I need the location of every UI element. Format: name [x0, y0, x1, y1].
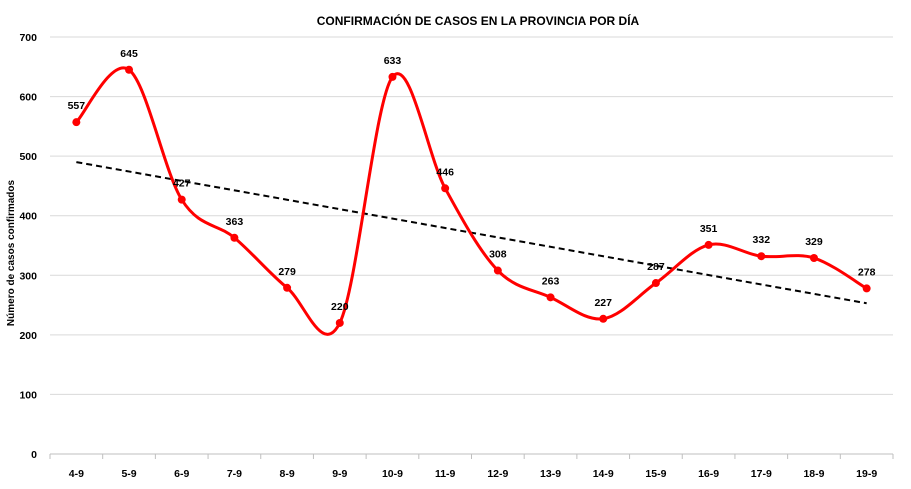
x-tick-label: 6-9 — [174, 468, 189, 480]
data-point — [283, 283, 292, 292]
y-tick-label: 300 — [19, 270, 37, 282]
x-tick-label: 5-9 — [121, 468, 136, 480]
data-point — [862, 284, 871, 293]
data-label: 427 — [173, 178, 191, 190]
x-tick-label: 11-9 — [435, 468, 456, 480]
x-tick-label: 13-9 — [540, 468, 561, 480]
x-tick-label: 19-9 — [856, 468, 877, 480]
data-point — [704, 240, 713, 249]
data-point — [335, 318, 344, 327]
data-label: 633 — [384, 55, 402, 67]
data-label: 557 — [68, 100, 86, 112]
data-point — [441, 184, 450, 193]
x-tick-label: 17-9 — [751, 468, 772, 480]
data-point — [125, 65, 134, 74]
x-tick-label: 9-9 — [332, 468, 347, 480]
gridlines — [49, 36, 894, 459]
data-point — [230, 233, 239, 242]
y-tick-label: 100 — [19, 389, 37, 401]
x-tick-label: 12-9 — [487, 468, 508, 480]
x-axis-ticks: 4-9 5-9 6-9 7-9 8-9 9-9 10-9 11-9 12-9 13-9 14-9 15… — [69, 468, 878, 480]
data-label: 279 — [278, 266, 296, 278]
data-label: 446 — [436, 166, 454, 178]
y-axis-ticks: 0 100 200 300 400 500 600 700 — [19, 32, 37, 461]
x-tick-label: 7-9 — [227, 468, 242, 480]
y-tick-label: 0 — [31, 449, 37, 461]
y-tick-label: 700 — [19, 32, 37, 44]
x-tick-label: 10-9 — [382, 468, 403, 480]
data-point — [546, 293, 555, 302]
x-tick-label: 8-9 — [280, 468, 295, 480]
data-point — [599, 314, 608, 323]
chart-title: CONFIRMACIÓN DE CASOS EN LA PROVINCIA PO… — [317, 13, 640, 28]
data-point — [388, 72, 397, 81]
x-tick-label: 14-9 — [593, 468, 614, 480]
y-tick-label: 400 — [19, 211, 37, 223]
data-label: 220 — [331, 301, 349, 313]
x-tick-label: 18-9 — [803, 468, 824, 480]
data-label: 363 — [226, 216, 244, 228]
data-label: 287 — [647, 261, 665, 273]
data-point — [177, 195, 186, 204]
y-axis-label: Número de casos confirmados — [6, 179, 17, 326]
y-tick-label: 500 — [19, 151, 37, 163]
data-label: 263 — [542, 275, 560, 287]
data-point — [72, 118, 81, 127]
data-point — [493, 266, 502, 275]
series-group — [72, 65, 871, 336]
y-tick-label: 200 — [19, 330, 37, 342]
y-tick-label: 600 — [19, 92, 37, 104]
x-tick-label: 16-9 — [698, 468, 719, 480]
data-point — [651, 279, 660, 288]
data-point — [809, 254, 818, 263]
data-label: 351 — [700, 223, 718, 235]
data-point — [757, 252, 766, 261]
x-tick-label: 15-9 — [645, 468, 666, 480]
x-tick-label: 4-9 — [69, 468, 84, 480]
data-label: 329 — [805, 236, 823, 248]
series-line — [75, 66, 868, 336]
data-label: 308 — [489, 249, 507, 261]
data-label: 227 — [594, 297, 612, 309]
data-labels-group: 557 645 427 363 279 220 633 446 308 263 227 287 351 3… — [68, 48, 876, 313]
data-label: 278 — [858, 266, 876, 278]
data-label: 332 — [753, 234, 771, 246]
data-label: 645 — [120, 48, 138, 60]
